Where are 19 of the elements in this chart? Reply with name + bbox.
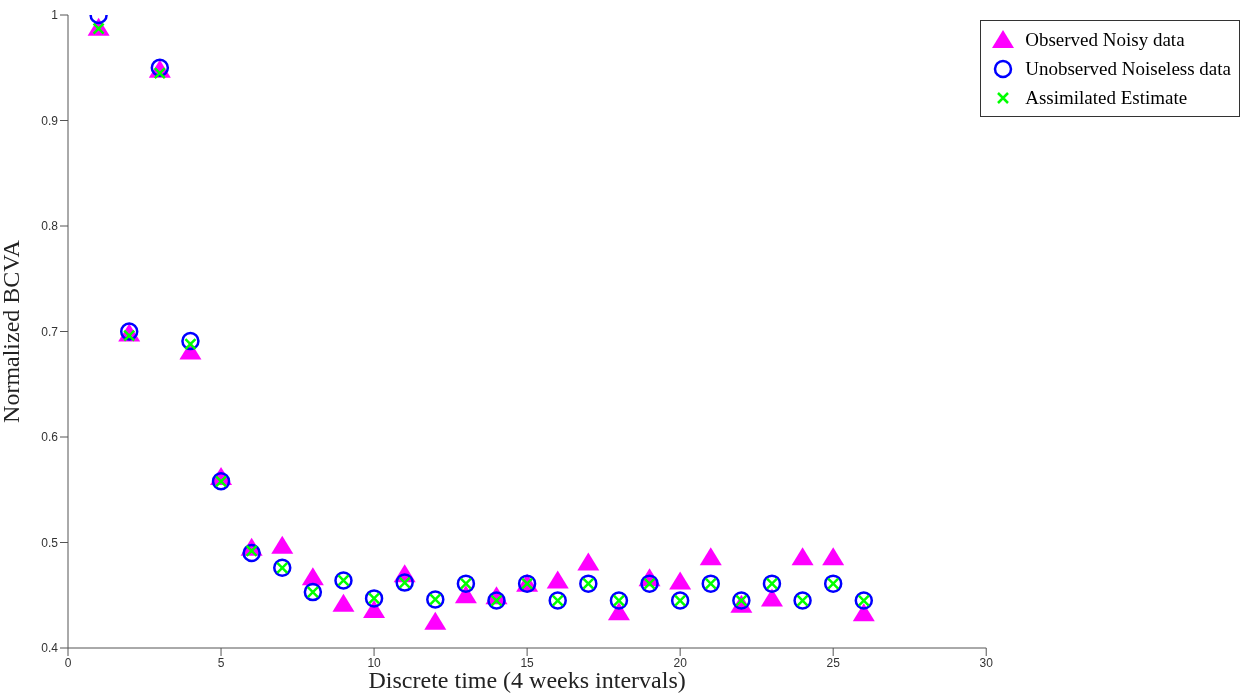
- y-tick-label: 0.5: [41, 535, 59, 550]
- x-tick-label: 0: [64, 655, 72, 670]
- y-tick-label: 1: [51, 8, 59, 23]
- legend-label: Assimilated Estimate: [1025, 86, 1188, 109]
- y-tick-label: 0.8: [41, 219, 59, 234]
- y-tick-label: 0.4: [41, 641, 59, 656]
- legend-label: Unobserved Noiseless data: [1025, 57, 1231, 80]
- y-tick-label: 0.7: [41, 324, 59, 339]
- x-tick-label: 15: [520, 655, 535, 670]
- x-tick-label: 30: [979, 655, 994, 670]
- x-tick-label: 20: [673, 655, 688, 670]
- y-axis-title: Normalized BCVA: [0, 239, 24, 423]
- y-tick-label: 0.9: [41, 113, 59, 128]
- y-tick-label: 0.6: [41, 430, 59, 445]
- legend-label: Observed Noisy data: [1025, 28, 1185, 51]
- x-tick-label: 25: [826, 655, 841, 670]
- x-tick-label: 5: [217, 655, 225, 670]
- x-axis-title: Discrete time (4 weeks intervals): [368, 667, 686, 693]
- x-tick-label: 10: [367, 655, 382, 670]
